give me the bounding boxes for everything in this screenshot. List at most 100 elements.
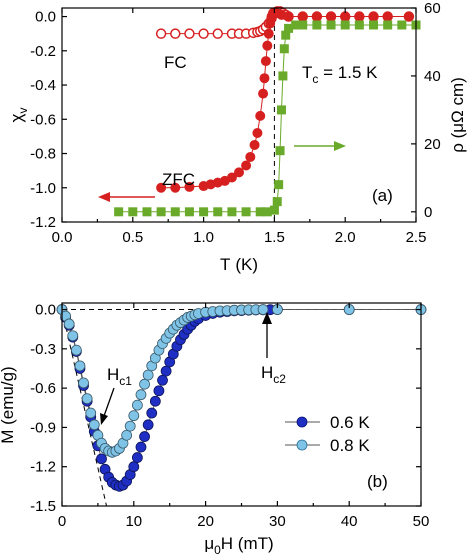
point-0-8-k <box>81 393 93 405</box>
point-rho <box>312 20 322 30</box>
a-ytick-left-label: 0.0 <box>35 9 56 26</box>
point-zfc <box>260 56 271 67</box>
point-rho <box>213 207 223 217</box>
point-0-6-k <box>160 365 172 377</box>
point-rho <box>291 20 301 30</box>
point-0-6-k <box>135 441 147 453</box>
b-xtick-label: 50 <box>413 513 430 530</box>
panel-b: 0 10 20 30 40 50 0.0 -0.3 -0.6 -0.9 -1.2 -1.5 Hc1 H… <box>0 302 429 557</box>
b-ytick-label: -0.3 <box>30 341 56 358</box>
point-zfc <box>226 172 237 183</box>
panel-b-ylabel: M (emu/g) <box>0 366 17 443</box>
a-ytick-left-label: -0.8 <box>30 146 56 163</box>
point-rho <box>279 44 289 54</box>
b-xtick-label: 10 <box>125 513 142 530</box>
b-xtick-label: 40 <box>341 513 358 530</box>
point-rho <box>284 23 294 33</box>
panel-a-data-marks <box>114 6 421 217</box>
point-rho <box>281 30 291 40</box>
point-rho <box>142 207 152 217</box>
b-xtick-label: 0 <box>58 513 66 530</box>
point-rho <box>383 20 393 30</box>
linear-fit-dashed-line <box>61 309 108 507</box>
panel-a-ylabel-left: χv <box>7 108 30 123</box>
point-0-6-k <box>131 452 143 463</box>
rho-right-arrow <box>294 141 346 151</box>
point-0-6-k <box>157 374 168 386</box>
point-rho <box>275 146 285 156</box>
point-zfc <box>263 28 274 39</box>
panel-a-tag: (a) <box>372 186 393 205</box>
point-rho <box>326 20 336 30</box>
point-rho <box>340 20 350 30</box>
point-zfc <box>262 40 273 51</box>
point-0-8-k <box>67 330 79 342</box>
point-0-8-k <box>257 304 269 315</box>
point-rho <box>298 20 308 30</box>
point-0-8-k <box>128 410 140 422</box>
point-0-6-k <box>142 419 154 431</box>
a-ytick-left-label: -0.4 <box>30 77 56 94</box>
panel-a-ylabel-right: ρ (μΩ cm) <box>448 77 467 153</box>
point-0-6-k <box>96 453 107 465</box>
legend-marker-0-6k <box>296 416 308 428</box>
a-xtick-label: 1.0 <box>193 229 214 246</box>
point-rho <box>354 20 364 30</box>
panel-a: 0.0 0.5 1.0 1.5 2.0 2.5 0.0 -0.2 -0.4 -0.6 -0.8 -1.… <box>7 0 467 274</box>
point-zfc <box>252 127 263 138</box>
b-xtick-label: 30 <box>269 513 286 530</box>
point-rho <box>397 20 407 30</box>
point-0-8-k <box>131 399 143 411</box>
point-zfc <box>234 167 244 178</box>
legend: 0.6 K 0.8 K <box>285 413 370 455</box>
point-rho <box>184 207 194 217</box>
point-rho <box>170 207 180 217</box>
legend-label-0-6k: 0.6 K <box>330 413 370 432</box>
tc-annotation: Tc = 1.5 K <box>302 63 378 86</box>
point-rho <box>227 207 237 217</box>
point-zfc <box>259 73 270 84</box>
svg-text:Hc2: Hc2 <box>261 363 286 386</box>
point-0-8-k <box>70 344 82 356</box>
panel-b-data-marks <box>56 304 427 492</box>
point-zfc <box>249 139 260 150</box>
point-0-6-k <box>149 395 161 407</box>
point-rho <box>128 207 138 217</box>
point-rho <box>156 207 166 217</box>
point-zfc <box>326 11 337 22</box>
point-0-8-k <box>85 407 97 419</box>
point-rho <box>255 207 265 217</box>
point-zfc <box>297 11 308 22</box>
point-0-6-k <box>153 385 165 397</box>
panel-a-frame <box>61 7 417 223</box>
point-zfc <box>156 182 167 193</box>
a-ytick-right-label: 60 <box>424 0 441 17</box>
point-rho <box>262 207 272 217</box>
svg-text:Hc1: Hc1 <box>107 365 132 388</box>
legend-label-0-8k: 0.8 K <box>330 436 370 455</box>
fc-label: FC <box>164 53 187 72</box>
point-zfc <box>184 181 195 192</box>
series-line <box>61 309 421 487</box>
point-zfc <box>255 110 266 121</box>
b-ytick-label: -1.5 <box>30 498 56 515</box>
point-0-6-k <box>146 407 158 419</box>
point-fc <box>184 28 195 39</box>
point-zfc <box>245 151 256 162</box>
b-ytick-label: -1.2 <box>30 459 56 476</box>
point-rho <box>199 207 209 217</box>
point-0-8-k <box>124 420 136 432</box>
point-0-8-k <box>121 429 133 441</box>
point-rho <box>278 71 288 81</box>
point-zfc <box>311 11 322 22</box>
point-fc <box>198 28 209 39</box>
point-rho <box>269 205 279 215</box>
point-fc <box>155 28 167 39</box>
legend-marker-0-8k <box>296 439 308 451</box>
panel-a-xlabel: T (K) <box>220 255 258 274</box>
point-0-6-k <box>128 461 140 473</box>
a-ytick-left-label: -1.0 <box>30 180 56 197</box>
a-ytick-right-label: 20 <box>424 136 441 153</box>
point-zfc <box>382 11 393 22</box>
